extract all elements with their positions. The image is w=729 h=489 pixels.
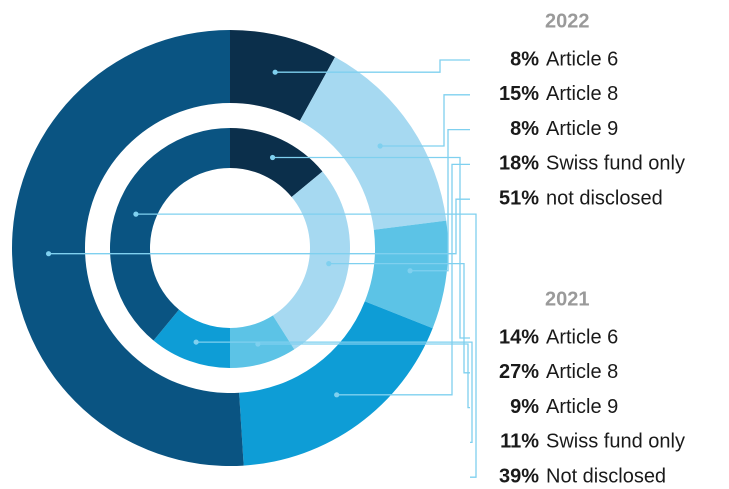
donut-segment xyxy=(299,56,447,230)
leader-line xyxy=(410,128,470,272)
leader-line xyxy=(328,262,470,374)
leader-dot xyxy=(45,251,52,257)
leader-dot xyxy=(133,211,139,217)
legend-label: Not disclosed xyxy=(546,465,666,487)
legend-label: not disclosed xyxy=(546,187,663,209)
leader-line xyxy=(135,213,477,478)
leader-line xyxy=(48,198,470,255)
legend-label: Swiss fund only xyxy=(546,153,685,175)
legend-label: Article 6 xyxy=(546,48,618,70)
value-label: 18% xyxy=(499,153,539,175)
leader-line xyxy=(257,343,470,409)
donut-segment xyxy=(230,30,336,121)
legend-label: Article 8 xyxy=(546,83,618,105)
donut-segment xyxy=(153,309,230,368)
leaders xyxy=(45,59,477,478)
leader-dot xyxy=(269,154,276,161)
legend-label: Article 9 xyxy=(546,396,618,418)
legend-label: Article 8 xyxy=(546,361,618,383)
leader-line xyxy=(196,341,473,444)
leader-dot xyxy=(326,261,332,267)
segments xyxy=(11,30,448,467)
legend-label: Article 6 xyxy=(546,326,618,348)
donut-segment xyxy=(364,220,448,329)
value-label: 27% xyxy=(499,361,539,383)
leader-line xyxy=(380,94,470,147)
donut-segment xyxy=(110,128,230,341)
legend-label: Article 9 xyxy=(546,118,618,140)
legend-title: 2021 xyxy=(545,288,590,310)
leader-line xyxy=(275,59,470,73)
leader-dot xyxy=(377,143,383,149)
value-label: 51% xyxy=(499,187,539,209)
donut-segment xyxy=(230,128,323,198)
leader-dot xyxy=(272,69,278,75)
donut-segment xyxy=(272,171,351,350)
leader-dot xyxy=(407,268,413,274)
donut-segment xyxy=(11,30,244,467)
legend-title: 2022 xyxy=(545,10,590,32)
leader-line xyxy=(336,163,470,396)
leader-line xyxy=(272,156,470,339)
value-label: 11% xyxy=(500,431,539,453)
value-label: 14% xyxy=(499,326,539,348)
value-label: 8% xyxy=(510,118,539,140)
leader-dot xyxy=(334,392,340,398)
leader-dot xyxy=(193,339,199,345)
value-label: 15% xyxy=(499,83,539,105)
value-label: 8% xyxy=(510,48,539,70)
value-label: 9% xyxy=(510,396,539,418)
value-label: 39% xyxy=(499,465,539,487)
legend-label: Swiss fund only xyxy=(546,431,685,453)
